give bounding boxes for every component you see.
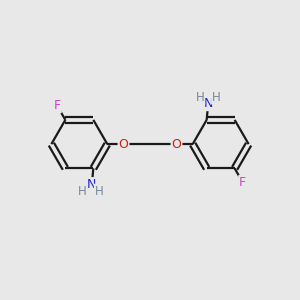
Text: F: F: [54, 99, 61, 112]
Text: O: O: [118, 138, 128, 151]
Text: F: F: [239, 176, 246, 189]
Text: H: H: [78, 184, 87, 197]
Text: N: N: [203, 97, 213, 110]
Text: O: O: [172, 138, 182, 151]
Text: N: N: [87, 178, 97, 191]
Text: H: H: [196, 91, 204, 104]
Text: H: H: [95, 184, 103, 197]
Text: H: H: [212, 91, 221, 104]
